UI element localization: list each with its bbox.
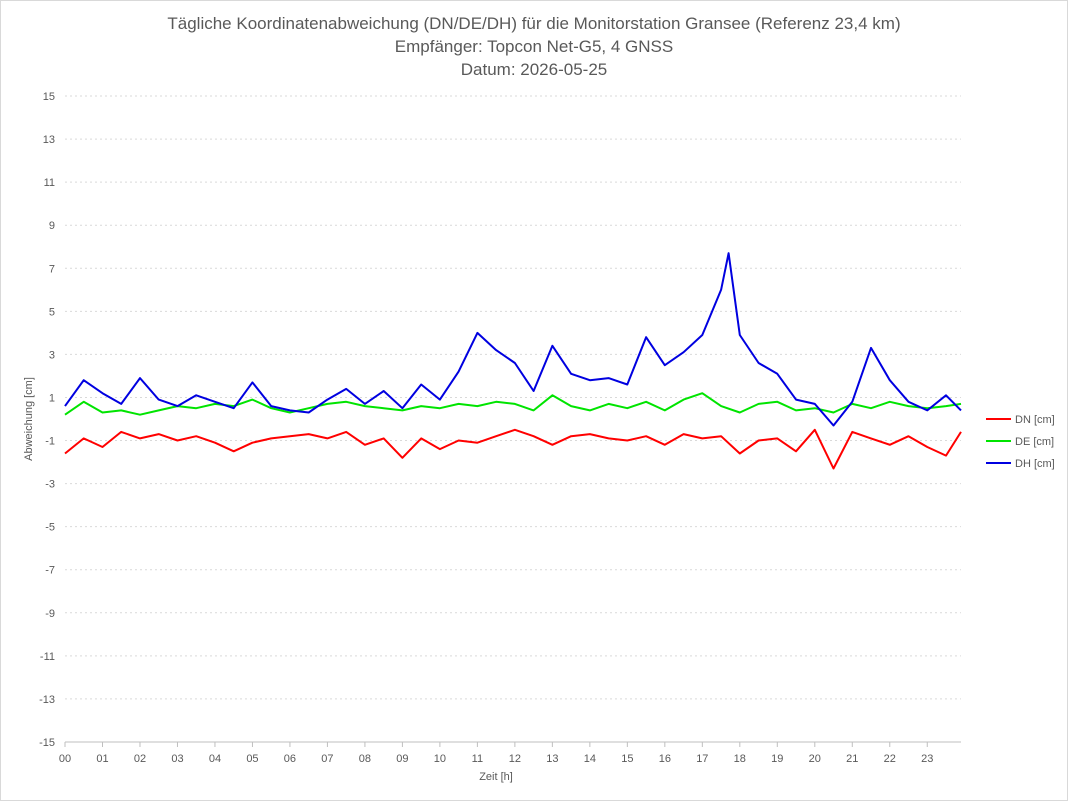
x-tick-label: 04 — [209, 753, 221, 765]
chart-title-line-3: Datum: 2026-05-25 — [461, 60, 607, 79]
x-tick-label: 02 — [134, 753, 146, 765]
data-series — [64, 252, 962, 470]
y-axis-label: Abweichung [cm] — [23, 377, 35, 461]
chart-title-line-1: Tägliche Koordinatenabweichung (DN/DE/DH… — [167, 14, 900, 33]
legend-label-dh: DH [cm] — [1015, 458, 1055, 470]
y-tick-label: -13 — [39, 694, 55, 706]
legend-label-de: DE [cm] — [1015, 436, 1054, 448]
x-tick-label: 07 — [321, 753, 333, 765]
x-tick-label: 13 — [546, 753, 558, 765]
x-tick-label: 17 — [696, 753, 708, 765]
series-line-de — [64, 392, 962, 416]
x-tick-label: 18 — [734, 753, 746, 765]
legend: DN [cm] DE [cm] DH [cm] — [986, 414, 1055, 470]
x-tick-label: 23 — [921, 753, 933, 765]
series-line-dh — [64, 252, 962, 427]
x-tick-label: 19 — [771, 753, 783, 765]
y-tick-label: -3 — [45, 479, 55, 491]
x-tick-label: 11 — [472, 753, 483, 765]
y-tick-label: 9 — [49, 220, 55, 232]
y-tick-label: 15 — [43, 91, 55, 103]
x-axis-label: Zeit [h] — [479, 771, 513, 783]
x-tick-label: 21 — [846, 753, 858, 765]
axes: 15 13 11 9 7 5 3 1 -1 -3 -5 -7 -9 -11 -13 -15 00 01 02 03 04… — [39, 91, 961, 765]
x-tick-label: 10 — [434, 753, 446, 765]
chart-title: Tägliche Koordinatenabweichung (DN/DE/DH… — [167, 14, 900, 79]
y-tick-label: 5 — [49, 306, 55, 318]
chart-title-line-2: Empfänger: Topcon Net-G5, 4 GNSS — [395, 37, 673, 56]
y-tick-label: -1 — [45, 436, 55, 448]
x-tick-label: 20 — [809, 753, 821, 765]
x-tick-label: 22 — [884, 753, 896, 765]
x-tick-label: 06 — [284, 753, 296, 765]
y-tick-label: -5 — [45, 522, 55, 534]
legend-label-dn: DN [cm] — [1015, 414, 1055, 426]
y-tick-label: 3 — [49, 349, 55, 361]
y-tick-label: 1 — [49, 392, 55, 404]
x-tick-label: 03 — [171, 753, 183, 765]
y-tick-label: -15 — [39, 737, 55, 749]
y-tick-label: 7 — [49, 263, 55, 275]
x-tick-label: 15 — [621, 753, 633, 765]
x-tick-label: 08 — [359, 753, 371, 765]
x-tick-label: 00 — [59, 753, 71, 765]
y-tick-label: 11 — [44, 177, 55, 189]
y-tick-label: -11 — [40, 651, 55, 663]
y-tick-label: -9 — [45, 608, 55, 620]
x-tick-label: 12 — [509, 753, 521, 765]
series-line-dn — [64, 428, 962, 470]
y-tick-label: -7 — [45, 565, 55, 577]
y-tick-label: 13 — [43, 134, 55, 146]
x-tick-label: 09 — [396, 753, 408, 765]
x-tick-label: 01 — [96, 753, 108, 765]
x-tick-label: 14 — [584, 753, 596, 765]
x-tick-label: 16 — [659, 753, 671, 765]
x-tick-label: 05 — [246, 753, 258, 765]
